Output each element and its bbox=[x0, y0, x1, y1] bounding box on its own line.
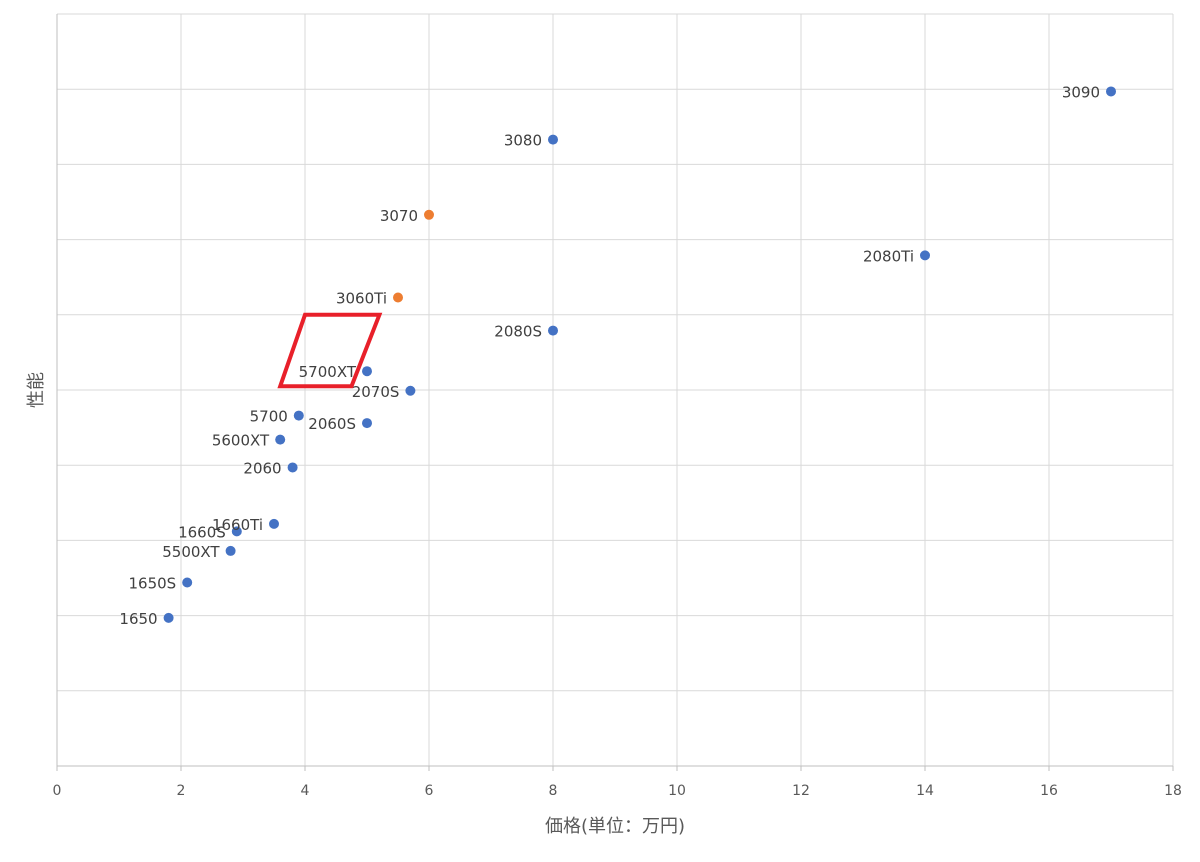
y-axis-title: 性能 bbox=[26, 372, 47, 408]
data-label-2060: 2060 bbox=[243, 459, 281, 477]
x-axis-title: 価格(単位：万円) bbox=[545, 816, 685, 837]
data-point-2080S bbox=[548, 325, 558, 336]
data-label-3060Ti: 3060Ti bbox=[336, 290, 387, 308]
data-point-5700 bbox=[293, 410, 304, 421]
data-points bbox=[163, 86, 1116, 623]
data-point-2060S bbox=[362, 418, 372, 429]
data-label-1660S: 1660S bbox=[178, 523, 226, 541]
x-tick-label: 2 bbox=[177, 783, 186, 799]
data-point-1660S bbox=[231, 526, 242, 537]
data-point-5500XT bbox=[225, 545, 236, 556]
data-point-3090 bbox=[1106, 86, 1116, 97]
data-label-5700XT: 5700XT bbox=[299, 363, 357, 381]
data-label-2060S: 2060S bbox=[308, 415, 356, 433]
data-point-3080 bbox=[548, 134, 558, 145]
data-point-2070S bbox=[405, 385, 416, 396]
annotation-layer bbox=[277, 312, 383, 389]
data-label-5700: 5700 bbox=[250, 408, 288, 426]
data-label-5500XT: 5500XT bbox=[162, 543, 220, 561]
data-label-3080: 3080 bbox=[504, 132, 542, 150]
data-point-1660Ti bbox=[269, 518, 279, 529]
data-point-5600XT bbox=[275, 434, 286, 445]
data-point-2060 bbox=[287, 462, 298, 473]
data-label-3070: 3070 bbox=[380, 207, 418, 225]
x-tick-label: 12 bbox=[792, 783, 810, 799]
data-point-2080Ti bbox=[920, 250, 930, 261]
data-point-3060Ti bbox=[393, 292, 403, 303]
data-point-3070 bbox=[424, 209, 434, 220]
data-label-5600XT: 5600XT bbox=[212, 432, 270, 450]
data-point-1650 bbox=[163, 612, 174, 623]
data-label-1660Ti: 1660Ti bbox=[212, 516, 263, 534]
data-labels: 3090 3080 3070 2080Ti 3060Ti 2080S 5700XT 2070S… bbox=[119, 83, 1100, 627]
data-label-2080S: 2080S bbox=[494, 323, 542, 341]
x-tick-label: 6 bbox=[425, 783, 434, 799]
data-point-5700XT bbox=[362, 366, 372, 377]
x-axis-tick-labels: 0 2 4 6 8 10 12 14 16 18 bbox=[53, 783, 1182, 799]
data-label-3090: 3090 bbox=[1062, 83, 1100, 101]
data-label-2080Ti: 2080Ti bbox=[863, 247, 914, 265]
gridlines bbox=[57, 13, 1174, 766]
data-label-2070S: 2070S bbox=[352, 383, 400, 401]
x-tick-label: 0 bbox=[53, 783, 62, 799]
x-tick-label: 4 bbox=[301, 783, 310, 799]
highlight-annotation-box bbox=[277, 312, 383, 389]
x-tick-label: 14 bbox=[916, 783, 934, 799]
x-tick-label: 8 bbox=[549, 783, 558, 799]
x-tick-label: 10 bbox=[668, 783, 686, 799]
x-tick-label: 18 bbox=[1164, 783, 1182, 799]
data-label-1650S: 1650S bbox=[128, 575, 176, 593]
axes bbox=[56, 14, 1174, 771]
x-tick-label: 16 bbox=[1040, 783, 1058, 799]
data-point-1650S bbox=[182, 577, 193, 588]
data-label-1650: 1650 bbox=[119, 610, 157, 628]
